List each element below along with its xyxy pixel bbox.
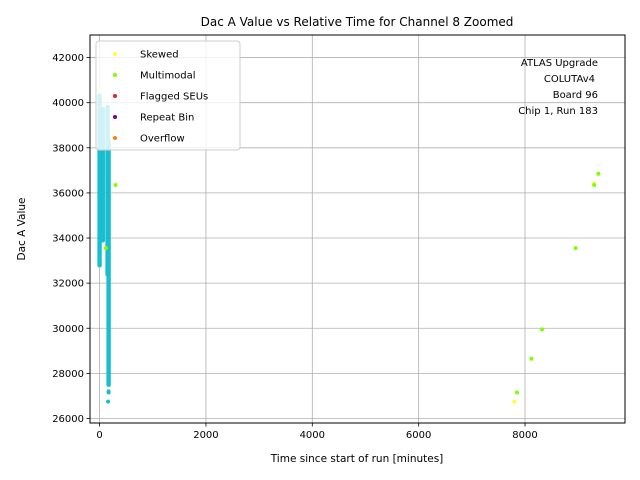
data-point bbox=[512, 399, 517, 404]
x-axis-label: Time since start of run [minutes] bbox=[270, 453, 444, 465]
chart-title: Dac A Value vs Relative Time for Channel… bbox=[201, 15, 514, 29]
y-tick-label: 32000 bbox=[52, 279, 84, 290]
data-point bbox=[106, 390, 111, 395]
x-tick-label: 2000 bbox=[193, 430, 218, 441]
legend-label: Repeat Bin bbox=[140, 113, 194, 124]
y-tick-label: 34000 bbox=[52, 234, 84, 245]
legend-label: Multimodal bbox=[140, 71, 196, 82]
x-tick-label: 6000 bbox=[406, 430, 431, 441]
data-point bbox=[515, 390, 520, 395]
x-tick-label: 4000 bbox=[300, 430, 325, 441]
y-axis-ticks: 26000 28000 30000 32000 34000 36000 38000 40000… bbox=[52, 53, 90, 425]
x-tick-label: 8000 bbox=[512, 430, 537, 441]
y-tick-label: 26000 bbox=[52, 414, 84, 425]
data-point bbox=[592, 183, 597, 188]
x-axis-ticks: 0 2000 4000 6000 8000 bbox=[96, 423, 538, 441]
legend-marker bbox=[113, 136, 117, 140]
data-point bbox=[529, 356, 534, 361]
y-axis-label: Dac A Value bbox=[16, 198, 28, 261]
legend-marker bbox=[113, 73, 117, 77]
y-tick-label: 40000 bbox=[52, 98, 84, 109]
annotation-line: COLUTAv4 bbox=[544, 74, 595, 85]
legend-box bbox=[95, 40, 241, 151]
data-point bbox=[106, 399, 111, 404]
legend-label: Skewed bbox=[140, 50, 179, 61]
y-tick-label: 36000 bbox=[52, 188, 84, 199]
legend-marker bbox=[113, 52, 117, 56]
annotation-line: Board 96 bbox=[553, 90, 598, 101]
data-point bbox=[540, 327, 545, 332]
legend-label: Overflow bbox=[140, 134, 185, 145]
legend: Skewed Multimodal Flagged SEUs Repeat Bin Ov… bbox=[95, 40, 241, 151]
legend-label: Flagged SEUs bbox=[140, 92, 208, 103]
data-point bbox=[573, 246, 578, 251]
y-tick-label: 42000 bbox=[52, 53, 84, 64]
y-tick-label: 38000 bbox=[52, 143, 84, 154]
annotation-block: ATLAS Upgrade COLUTAv4 Board 96 Chip 1, … bbox=[518, 58, 598, 117]
data-point bbox=[103, 246, 108, 251]
data-point bbox=[596, 171, 601, 176]
legend-marker bbox=[113, 115, 117, 119]
plot-frame bbox=[89, 34, 626, 424]
annotation-line: ATLAS Upgrade bbox=[521, 58, 598, 69]
annotation-line: Chip 1, Run 183 bbox=[518, 106, 598, 117]
y-tick-label: 28000 bbox=[52, 369, 84, 380]
data-point bbox=[113, 183, 118, 188]
legend-marker bbox=[113, 94, 117, 98]
dense-point-column bbox=[106, 138, 111, 387]
x-tick-label: 0 bbox=[96, 430, 102, 441]
y-tick-label: 30000 bbox=[52, 324, 84, 335]
